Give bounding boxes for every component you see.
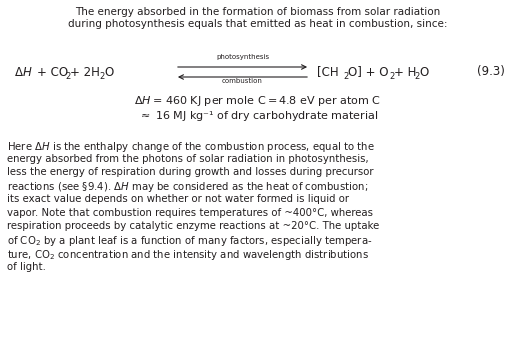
- Text: Here $\Delta H$ is the enthalpy change of the combustion process, equal to the: Here $\Delta H$ is the enthalpy change o…: [7, 140, 375, 154]
- Text: of light.: of light.: [7, 262, 46, 272]
- Text: O: O: [419, 66, 428, 79]
- Text: + CO: + CO: [37, 66, 68, 79]
- Text: during photosynthesis equals that emitted as heat in combustion, since:: during photosynthesis equals that emitte…: [68, 19, 448, 29]
- Text: its exact value depends on whether or not water formed is liquid or: its exact value depends on whether or no…: [7, 194, 349, 204]
- Text: O: O: [104, 66, 113, 79]
- Text: vapor. Note that combustion requires temperatures of ~400°C, whereas: vapor. Note that combustion requires tem…: [7, 207, 373, 217]
- Text: of CO$_2$ by a plant leaf is a function of many factors, especially tempera-: of CO$_2$ by a plant leaf is a function …: [7, 235, 372, 248]
- Text: energy absorbed from the photons of solar radiation in photosynthesis,: energy absorbed from the photons of sola…: [7, 154, 369, 164]
- Text: + 2H: + 2H: [70, 66, 100, 79]
- Text: 2: 2: [343, 72, 348, 81]
- Text: + H: + H: [394, 66, 416, 79]
- Text: respiration proceeds by catalytic enzyme reactions at ~20°C. The uptake: respiration proceeds by catalytic enzyme…: [7, 221, 379, 231]
- Text: less the energy of respiration during growth and losses during precursor: less the energy of respiration during gr…: [7, 167, 373, 177]
- Text: reactions (see §9.4). $\Delta H$ may be considered as the heat of combustion;: reactions (see §9.4). $\Delta H$ may be …: [7, 180, 368, 195]
- Text: (9.3): (9.3): [477, 66, 505, 79]
- Text: combustion: combustion: [222, 78, 263, 84]
- Text: $\approx$ 16 MJ kg⁻¹ of dry carbohydrate material: $\approx$ 16 MJ kg⁻¹ of dry carbohydrate…: [138, 109, 378, 123]
- Text: 2: 2: [65, 72, 70, 81]
- Text: O] + O: O] + O: [348, 66, 388, 79]
- Text: 2: 2: [389, 72, 394, 81]
- Text: $\Delta H$ = 460 KJ per mole C = 4.8 eV per atom C: $\Delta H$ = 460 KJ per mole C = 4.8 eV …: [134, 94, 382, 108]
- Text: [CH: [CH: [317, 66, 339, 79]
- Text: photosynthesis: photosynthesis: [216, 54, 269, 60]
- Text: 2: 2: [99, 72, 104, 81]
- Text: The energy absorbed in the formation of biomass from solar radiation: The energy absorbed in the formation of …: [75, 7, 440, 17]
- Text: 2: 2: [414, 72, 419, 81]
- Text: $\Delta H$: $\Delta H$: [14, 66, 33, 79]
- Text: ture, CO$_2$ concentration and the intensity and wavelength distributions: ture, CO$_2$ concentration and the inten…: [7, 248, 369, 262]
